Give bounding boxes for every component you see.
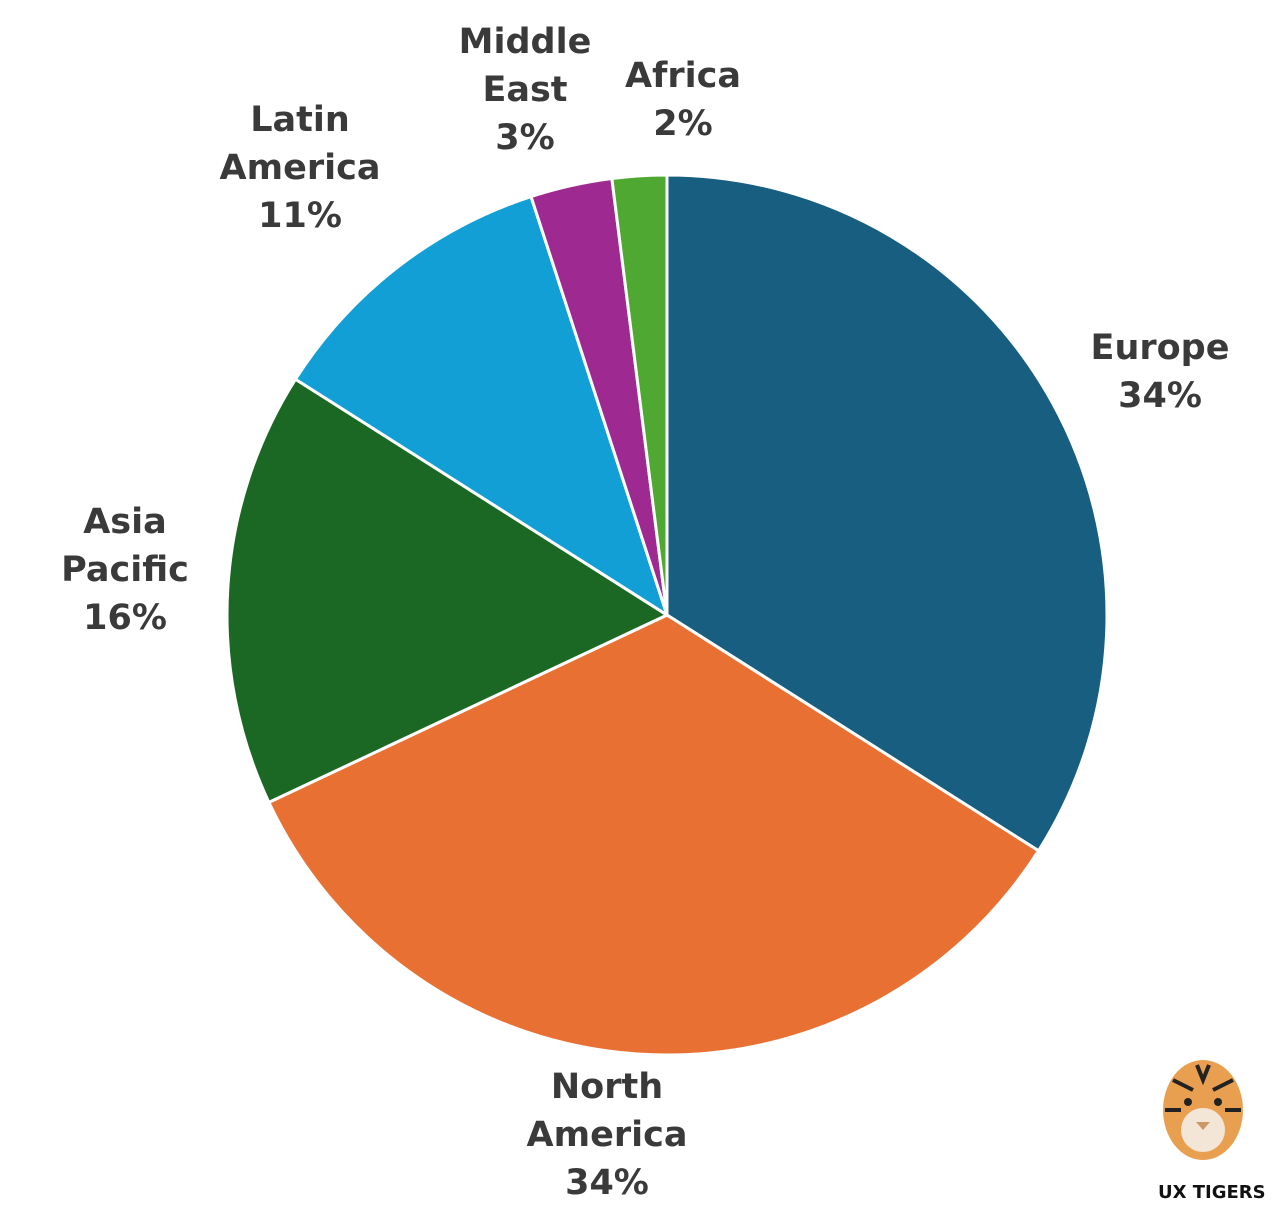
- slice-label: Africa 2%: [625, 52, 741, 148]
- slice: [293, 194, 670, 619]
- category-label: Latin America: [219, 100, 381, 188]
- slice-label: Latin America 11%: [220, 96, 381, 240]
- category-label: Asia Pacific: [61, 502, 189, 590]
- tiger-eye: [1214, 1098, 1222, 1106]
- slice: [266, 613, 1041, 1057]
- pie: [225, 173, 1109, 1057]
- slice: [610, 173, 669, 616]
- slice: [665, 173, 1109, 853]
- slice-label: Middle East 3%: [459, 18, 592, 162]
- value-label: 11%: [258, 196, 342, 236]
- category-label: North America: [526, 1067, 688, 1155]
- slice-label: Asia Pacific 16%: [61, 498, 189, 642]
- tiger-eye: [1184, 1098, 1192, 1106]
- slice: [225, 377, 671, 805]
- category-label: Africa: [625, 56, 741, 96]
- value-label: 16%: [83, 598, 167, 638]
- slice-label: North America 34%: [527, 1063, 688, 1207]
- value-label: 34%: [1118, 376, 1202, 416]
- category-label: Middle East: [458, 22, 592, 110]
- value-label: 34%: [565, 1163, 649, 1203]
- value-label: 3%: [495, 118, 555, 158]
- slice-label: Europe 34%: [1091, 324, 1230, 420]
- logo: [1163, 1060, 1243, 1160]
- tiger-nose: [1196, 1122, 1210, 1130]
- watermark: UX TIGERS: [1158, 1182, 1266, 1203]
- value-label: 2%: [653, 104, 713, 144]
- tiger-stripes: [1165, 1064, 1241, 1112]
- category-label: Europe: [1090, 328, 1230, 368]
